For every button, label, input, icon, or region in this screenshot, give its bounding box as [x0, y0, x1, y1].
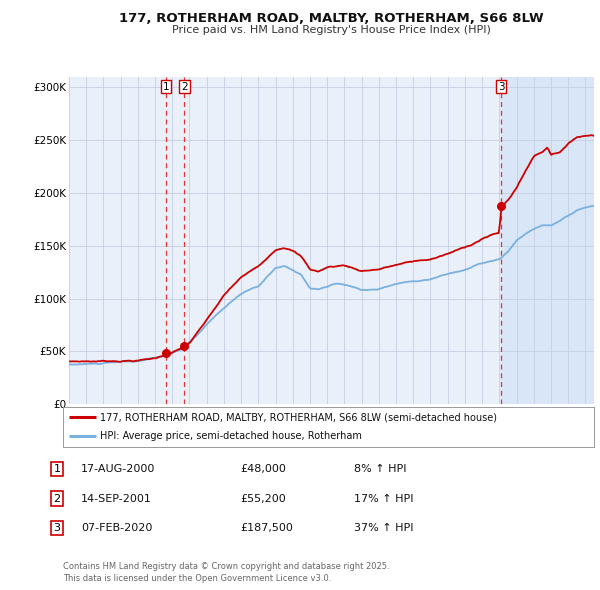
Text: 2: 2 [181, 81, 188, 91]
Text: 37% ↑ HPI: 37% ↑ HPI [354, 523, 413, 533]
Text: £55,200: £55,200 [240, 494, 286, 503]
Text: HPI: Average price, semi-detached house, Rotherham: HPI: Average price, semi-detached house,… [100, 431, 362, 441]
Text: 14-SEP-2001: 14-SEP-2001 [81, 494, 152, 503]
Text: 07-FEB-2020: 07-FEB-2020 [81, 523, 152, 533]
Text: Price paid vs. HM Land Registry's House Price Index (HPI): Price paid vs. HM Land Registry's House … [172, 25, 491, 35]
Text: Contains HM Land Registry data © Crown copyright and database right 2025.
This d: Contains HM Land Registry data © Crown c… [63, 562, 389, 583]
Text: 2: 2 [53, 494, 61, 503]
Text: 8% ↑ HPI: 8% ↑ HPI [354, 464, 407, 474]
Text: £48,000: £48,000 [240, 464, 286, 474]
Bar [501, 77, 594, 404]
Text: £187,500: £187,500 [240, 523, 293, 533]
Text: 1: 1 [53, 464, 61, 474]
Text: 177, ROTHERHAM ROAD, MALTBY, ROTHERHAM, S66 8LW: 177, ROTHERHAM ROAD, MALTBY, ROTHERHAM, … [119, 12, 544, 25]
Text: 17% ↑ HPI: 17% ↑ HPI [354, 494, 413, 503]
Text: 3: 3 [53, 523, 61, 533]
Text: 17-AUG-2000: 17-AUG-2000 [81, 464, 155, 474]
Text: 177, ROTHERHAM ROAD, MALTBY, ROTHERHAM, S66 8LW (semi-detached house): 177, ROTHERHAM ROAD, MALTBY, ROTHERHAM, … [100, 412, 497, 422]
Text: 3: 3 [498, 81, 505, 91]
Text: 1: 1 [163, 81, 169, 91]
